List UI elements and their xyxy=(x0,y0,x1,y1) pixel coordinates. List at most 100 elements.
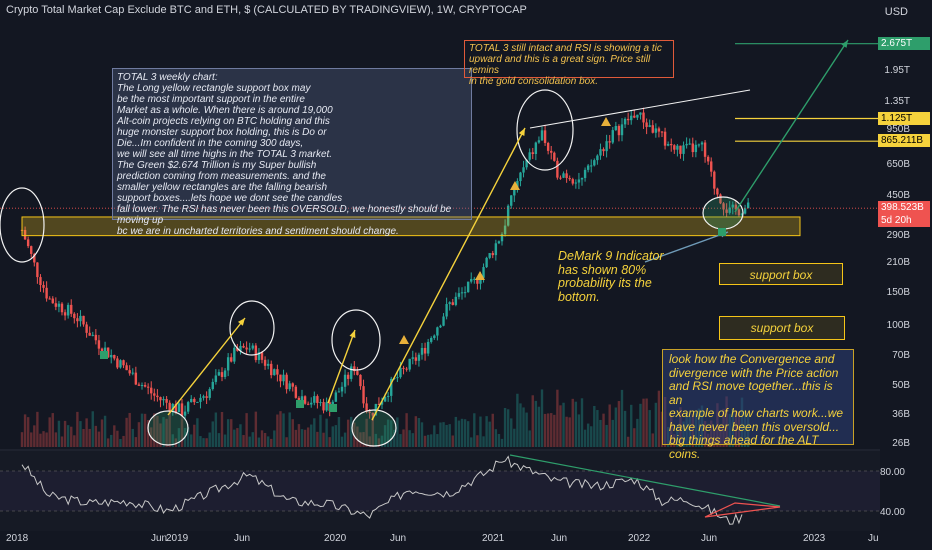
volume-bar xyxy=(399,434,402,447)
volume-bar xyxy=(565,416,568,447)
volume-bar xyxy=(433,425,436,447)
demark-line: DeMark 9 Indicator xyxy=(558,249,664,263)
volume-bar xyxy=(66,425,70,447)
volume-bar xyxy=(303,429,307,447)
volume-bar xyxy=(488,421,491,447)
candle-body xyxy=(353,366,356,372)
candle-body xyxy=(245,347,248,350)
candle-body xyxy=(516,181,519,187)
candle-body xyxy=(423,347,427,354)
volume-bar xyxy=(614,407,618,447)
volume-bar xyxy=(288,412,291,447)
candle-body xyxy=(322,402,325,411)
volume-bar xyxy=(85,418,88,447)
x-tick-label: 2018 xyxy=(6,533,29,544)
candle-body xyxy=(386,395,390,397)
candle-body xyxy=(150,387,153,394)
volume-bar xyxy=(245,413,248,447)
volume-bar xyxy=(423,435,427,447)
candle-body xyxy=(377,403,381,405)
volume-bar xyxy=(611,419,614,447)
demark-marker xyxy=(329,404,337,412)
volume-bar xyxy=(377,438,381,447)
candle-body xyxy=(494,243,498,256)
volume-bar xyxy=(473,413,476,447)
volume-bar xyxy=(540,389,544,447)
candle-body xyxy=(433,335,436,338)
candle-body xyxy=(565,173,568,179)
candle-body xyxy=(506,205,510,226)
candle-body xyxy=(282,374,285,382)
candle-body xyxy=(199,397,202,402)
rsi-tick-label: 40.00 xyxy=(880,507,905,518)
candle-body xyxy=(546,142,550,151)
volume-bar xyxy=(577,414,581,447)
volume-bar xyxy=(202,438,205,447)
candle-body xyxy=(174,403,178,413)
volume-bar xyxy=(122,435,125,447)
volume-bar xyxy=(513,428,516,447)
candle-body xyxy=(577,179,581,183)
candle-body xyxy=(673,145,676,150)
candle-body xyxy=(48,298,51,300)
volume-bar xyxy=(263,432,267,447)
candle-body xyxy=(746,202,750,209)
volume-bar xyxy=(313,418,316,447)
volume-bar xyxy=(236,428,239,447)
volume-bar xyxy=(476,435,479,447)
candle-body xyxy=(685,143,688,146)
candle-body xyxy=(208,389,211,398)
volume-bar xyxy=(608,404,611,447)
candle-body xyxy=(537,140,541,143)
candle-body xyxy=(128,370,131,374)
candle-body xyxy=(57,303,61,307)
candle-body xyxy=(420,347,424,355)
candle-body xyxy=(571,179,574,184)
candle-body xyxy=(159,397,162,401)
volume-bar xyxy=(322,432,325,447)
volume-bar xyxy=(113,425,116,447)
candle-body xyxy=(177,403,181,413)
candle-body xyxy=(593,160,596,166)
volume-bar xyxy=(479,416,482,447)
x-tick-label: Jun xyxy=(390,533,407,544)
support-box-2: support box xyxy=(719,316,845,340)
candle-body xyxy=(140,385,144,387)
candle-body xyxy=(103,347,107,354)
volume-bar xyxy=(590,426,593,447)
note-convergence-line: have never been this oversold... xyxy=(669,419,840,434)
volume-bar xyxy=(457,420,461,447)
note-demark: DeMark 9 Indicator has shown 80% probabili… xyxy=(558,249,668,304)
volume-bar xyxy=(143,413,147,447)
volume-bar xyxy=(368,436,371,447)
candle-body xyxy=(254,345,258,361)
candle-body xyxy=(670,143,673,146)
price-tag-countdown: 5d 20h xyxy=(878,214,930,228)
candle-body xyxy=(599,149,602,156)
candle-body xyxy=(371,412,374,416)
candle-body xyxy=(334,392,338,402)
candle-body xyxy=(725,209,728,213)
uptrend-arrow-head xyxy=(518,128,525,136)
candle-body xyxy=(442,316,445,326)
volume-bar xyxy=(430,434,433,447)
candle-body xyxy=(285,374,288,390)
candle-body xyxy=(740,213,744,216)
volume-bar xyxy=(220,411,224,447)
candle-body xyxy=(645,122,648,127)
candle-body xyxy=(306,403,310,405)
volume-bar xyxy=(310,424,313,447)
candle-body xyxy=(731,204,734,208)
candle-body xyxy=(137,384,141,386)
candle-body xyxy=(614,125,618,131)
note-main-line: TOTAL 3 weekly chart: xyxy=(117,72,218,83)
demark-line: probability its the xyxy=(558,276,652,290)
volume-bar xyxy=(500,438,504,447)
volume-bar xyxy=(334,425,338,447)
volume-bar xyxy=(593,405,596,447)
candle-body xyxy=(663,131,667,146)
volume-bar xyxy=(196,418,199,447)
volume-bar xyxy=(171,434,174,447)
candle-body xyxy=(190,398,193,403)
